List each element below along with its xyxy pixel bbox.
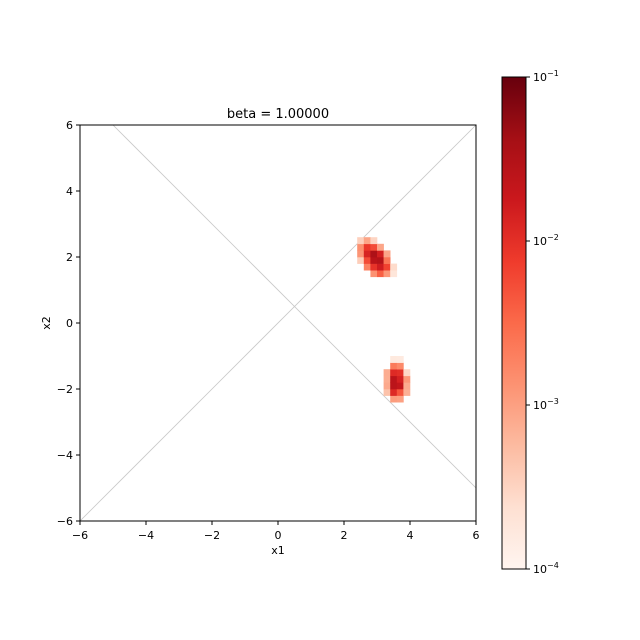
heatmap-cell xyxy=(396,382,404,390)
x-tick-label: 6 xyxy=(473,529,480,542)
heatmap-cell xyxy=(396,395,404,403)
colorbar-ticks: 10−4 10−3 10−2 10−1 xyxy=(526,69,559,576)
y-tick-label: 4 xyxy=(66,185,73,198)
heatmap-cell xyxy=(363,243,371,251)
x-axis-ticks: −6 −4 −2 0 2 4 6 xyxy=(72,521,480,542)
heatmap-cell xyxy=(383,369,391,377)
heatmap-cell xyxy=(363,257,371,264)
x-tick-label: 0 xyxy=(275,529,282,542)
heatmap-cell xyxy=(370,257,378,264)
heatmap-cell xyxy=(383,250,391,258)
heatmap-cell xyxy=(396,369,404,377)
x-tick-label: 2 xyxy=(341,529,348,542)
x-tick-label: −6 xyxy=(72,529,88,542)
heatmap-cell xyxy=(357,243,365,251)
heatmap-cell xyxy=(357,257,365,264)
heatmap-cell xyxy=(370,237,378,245)
heatmap-cell xyxy=(403,389,411,396)
heatmap-cell xyxy=(377,257,384,264)
heatmap-cells xyxy=(357,237,411,403)
heatmap-cell xyxy=(370,270,378,278)
y-tick-label: −6 xyxy=(57,515,73,528)
colorbar xyxy=(501,76,527,570)
y-axis-ticks: −6 −4 −2 0 2 4 6 xyxy=(57,119,80,528)
y-tick-label: 0 xyxy=(66,317,73,330)
chart-title: beta = 1.00000 xyxy=(227,107,329,122)
heatmap-cell xyxy=(390,270,398,278)
heatmap-cell xyxy=(390,389,398,396)
colorbar-tick-label: 10−3 xyxy=(533,397,559,412)
heatmap-cell xyxy=(403,382,411,390)
heatmap-cell xyxy=(403,369,411,377)
heatmap-cell xyxy=(396,375,404,383)
colorbar-tick-label: 10−4 xyxy=(533,561,559,576)
heatmap-cell xyxy=(390,369,398,377)
heatmap-cell xyxy=(363,250,371,258)
y-tick-label: −2 xyxy=(57,383,73,396)
heatmap-cell xyxy=(370,250,378,258)
x-axis-label: x1 xyxy=(271,544,285,557)
heatmap-cell xyxy=(377,250,384,258)
y-tick-label: 6 xyxy=(66,119,73,132)
colorbar-tick-label: 10−2 xyxy=(533,233,559,248)
heatmap-cell xyxy=(383,257,391,264)
heatmap-cell xyxy=(383,382,391,390)
heatmap-cell xyxy=(390,382,398,390)
y-tick-label: 2 xyxy=(66,251,73,264)
y-tick-label: −4 xyxy=(57,449,73,462)
heatmap-cell xyxy=(377,270,384,278)
heatmap-cell xyxy=(383,270,391,278)
heatmap-cell xyxy=(357,250,365,258)
heatmap-cell xyxy=(383,375,391,383)
heatmap-cell xyxy=(390,263,398,271)
x-tick-label: 4 xyxy=(407,529,414,542)
x-tick-label: −4 xyxy=(138,529,154,542)
x-tick-label: −2 xyxy=(204,529,220,542)
heatmap-cell xyxy=(383,263,391,271)
heatmap-cell xyxy=(377,243,384,251)
heatmap-cell xyxy=(390,395,398,403)
heatmap-cell xyxy=(390,362,398,370)
heatmap-cell xyxy=(396,356,404,363)
heatmap-cell xyxy=(357,237,365,245)
heatmap-cell xyxy=(363,263,371,271)
heatmap-cell xyxy=(396,389,404,396)
reference-line-1 xyxy=(80,125,476,521)
heatmap-cell xyxy=(370,243,378,251)
heatmap-cell xyxy=(383,389,391,396)
heatmap-cell xyxy=(390,356,398,363)
y-axis-label: x2 xyxy=(40,316,53,330)
colorbar-tick-label: 10−1 xyxy=(533,69,559,84)
heatmap-cell xyxy=(403,375,411,383)
heatmap-cell xyxy=(396,362,404,370)
reference-lines xyxy=(80,125,476,521)
heatmap-cell xyxy=(370,263,378,271)
heatmap-cell xyxy=(390,375,398,383)
heatmap-cell xyxy=(377,263,384,271)
heatmap-cell xyxy=(363,237,371,245)
